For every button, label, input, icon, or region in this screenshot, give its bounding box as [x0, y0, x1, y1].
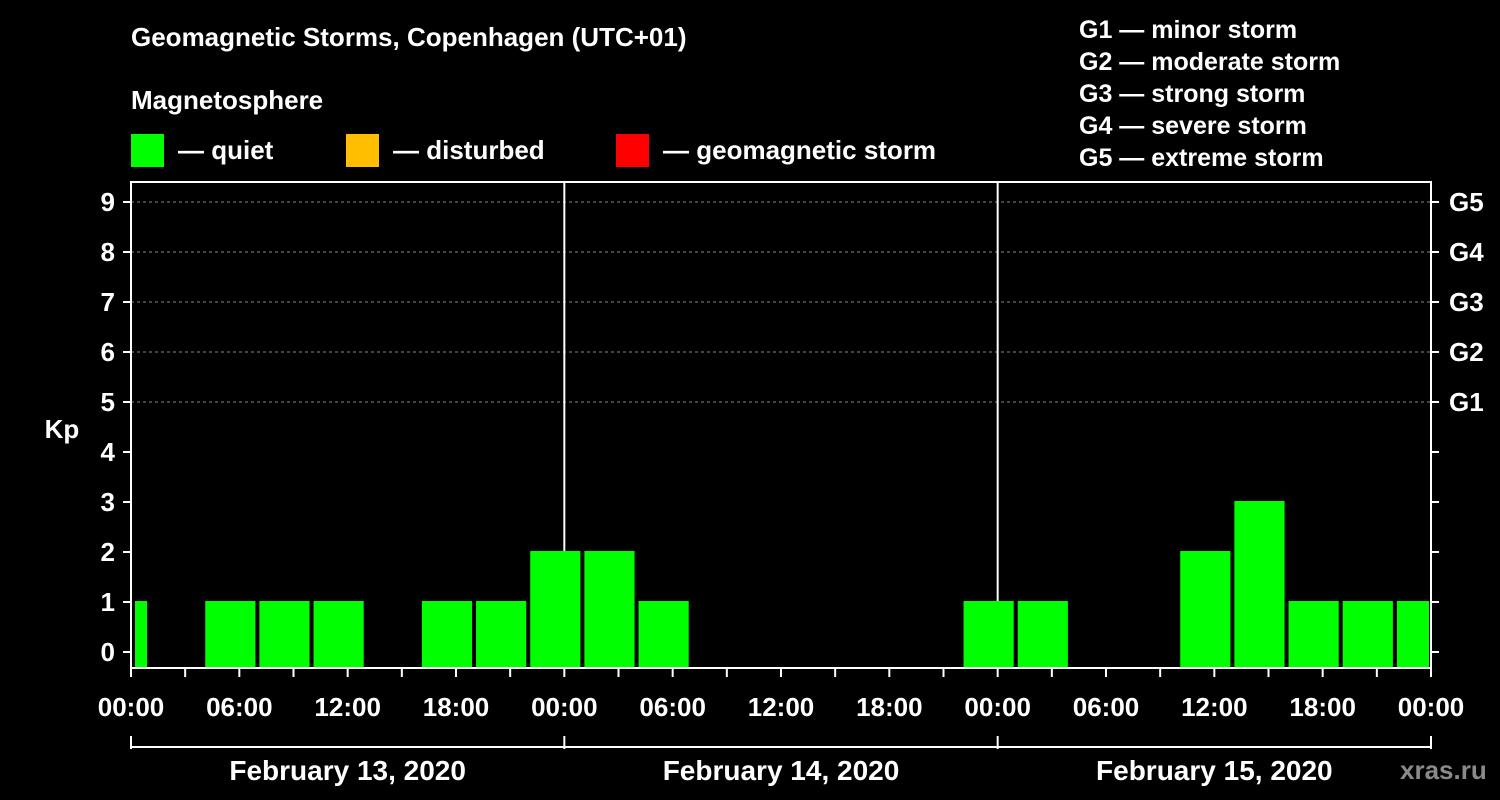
legend-storm: — geomagnetic storm [616, 133, 936, 167]
kp-bar-1 [205, 601, 256, 668]
g-level-label-G1: G1 [1449, 387, 1484, 417]
kp-bar-7 [584, 551, 635, 668]
x-tick-label-7: 18:00 [856, 692, 923, 722]
legend-storm-swatch [616, 133, 649, 167]
day-label-2: February 15, 2020 [1096, 755, 1333, 786]
kp-bar-5 [476, 601, 527, 668]
y-tick-label-5: 5 [101, 387, 115, 417]
kp-bar-11 [1180, 551, 1231, 668]
x-tick-label-0: 00:00 [98, 692, 165, 722]
magnetosphere-label: Magnetosphere [131, 85, 324, 115]
x-tick-label-9: 06:00 [1073, 692, 1140, 722]
storm-level-g4: G4 — severe storm [1079, 112, 1307, 140]
kp-bar-4 [421, 601, 473, 668]
storm-level-g2: G2 — moderate storm [1079, 48, 1341, 76]
legend-quiet: — quiet [131, 133, 273, 167]
kp-bar-9 [963, 601, 1014, 668]
x-tick-label-11: 18:00 [1289, 692, 1356, 722]
y-axis-label: Kp [45, 414, 80, 444]
x-tick-label-6: 12:00 [748, 692, 815, 722]
y-tick-label-2: 2 [101, 537, 115, 567]
legend-disturbed: — disturbed [346, 133, 545, 167]
legend-quiet-label: — quiet [178, 134, 274, 165]
y-tick-label-1: 1 [101, 587, 115, 617]
axes-layer: 0 1 2 3 4 5 6 7 8 9 G1 G2 G3 G4 G5 00:00 06:00 12:00 18:00… [98, 181, 1484, 786]
kp-bar-6 [530, 551, 581, 668]
kp-bar-8 [638, 601, 689, 668]
storm-level-g1: G1 — minor storm [1079, 16, 1298, 44]
kp-bar-2 [259, 601, 310, 668]
y-tick-label-3: 3 [101, 487, 115, 517]
y-tick-label-8: 8 [101, 237, 115, 267]
legend-storm-label: — geomagnetic storm [663, 134, 937, 165]
g-level-label-G2: G2 [1449, 337, 1484, 367]
day-label-0: February 13, 2020 [229, 755, 466, 786]
kp-bar-14 [1342, 601, 1393, 668]
y-tick-label-0: 0 [101, 637, 115, 667]
x-tick-label-2: 12:00 [314, 692, 381, 722]
legend-disturbed-swatch [346, 133, 379, 167]
kp-bar-3 [313, 601, 364, 668]
x-tick-label-12: 00:00 [1398, 692, 1465, 722]
kp-bar-12 [1234, 501, 1285, 668]
x-tick-label-8: 00:00 [964, 692, 1031, 722]
y-tick-label-7: 7 [101, 287, 115, 317]
g-level-label-G4: G4 [1449, 237, 1484, 267]
legend-quiet-swatch [131, 133, 164, 167]
legend-disturbed-label: — disturbed [393, 134, 545, 165]
storm-level-g3: G3 — strong storm [1079, 80, 1306, 108]
x-tick-label-5: 06:00 [639, 692, 706, 722]
kp-bar-15 [1396, 601, 1429, 668]
y-tick-label-9: 9 [101, 187, 115, 217]
x-tick-label-3: 18:00 [423, 692, 490, 722]
chart-title: Geomagnetic Storms, Copenhagen (UTC+01) [131, 22, 687, 52]
kp-bar-13 [1288, 601, 1339, 668]
g-level-label-G5: G5 [1449, 187, 1484, 217]
y-tick-label-6: 6 [101, 337, 115, 367]
x-tick-label-1: 06:00 [206, 692, 273, 722]
kp-bar-10 [1017, 601, 1068, 668]
bars-layer [135, 501, 1429, 668]
storm-level-g5: G5 — extreme storm [1079, 144, 1324, 172]
day-label-1: February 14, 2020 [663, 755, 900, 786]
watermark: xras.ru [1400, 755, 1487, 785]
x-tick-label-10: 12:00 [1181, 692, 1248, 722]
kp-bar-0 [135, 601, 148, 668]
x-tick-label-4: 00:00 [531, 692, 598, 722]
g-level-label-G3: G3 [1449, 287, 1484, 317]
storm-level-legend: G1 — minor storm G2 — moderate storm G3 … [1079, 14, 1340, 174]
y-tick-label-4: 4 [101, 437, 116, 467]
